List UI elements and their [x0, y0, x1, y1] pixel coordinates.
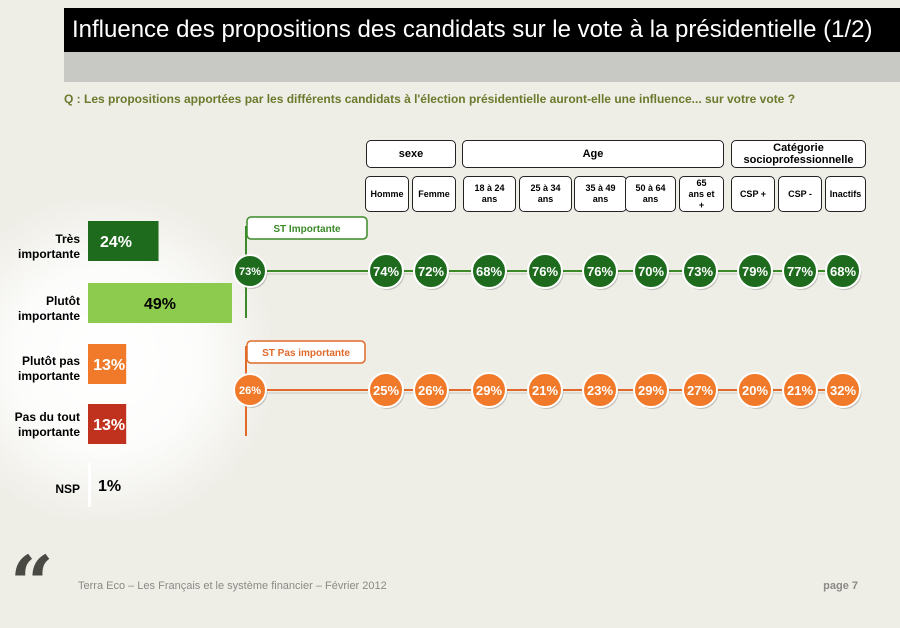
bar-value-label-0: 24% — [100, 234, 132, 251]
point-label-1-3: 29% — [476, 383, 502, 398]
point-1-3 — [471, 372, 507, 408]
subgroup-18-24: 18 à 24 ans — [463, 176, 516, 212]
page-number: page 7 — [823, 580, 858, 592]
point-0-6 — [633, 253, 669, 289]
bar-4 — [88, 463, 91, 507]
st-important-label: ST Importante — [273, 224, 341, 235]
page-title: Influence des propositions des candidats… — [64, 8, 900, 52]
bar-0 — [88, 221, 159, 261]
point-1-2 — [413, 372, 449, 408]
category-label-tres-importante: Très importante — [17, 232, 80, 261]
chart-svg: 24% 49% 13% 13% 1% ST Importante ST Pas import… — [88, 216, 862, 507]
group-header-age: Age — [462, 140, 724, 168]
point-1-1 — [368, 372, 404, 408]
point-label-1-2: 26% — [418, 383, 444, 398]
point-label-0-2: 72% — [418, 264, 444, 279]
point-label-0-10: 68% — [830, 264, 856, 279]
subgroup-50-64: 50 à 64 ans — [625, 176, 676, 212]
point-label-1-0: 26% — [239, 385, 261, 397]
title-shadow-band — [64, 52, 900, 82]
point-1-7 — [682, 372, 718, 408]
subgroup-csp-plus: CSP + — [731, 176, 775, 212]
point-0-2 — [413, 253, 449, 289]
subgroup-csp-minus: CSP - — [778, 176, 822, 212]
bar-value-label-2: 13% — [93, 357, 125, 374]
point-0-7 — [682, 253, 718, 289]
group-header-sexe: sexe — [366, 140, 456, 168]
category-label-plutot-importante: Plutôt importante — [17, 294, 80, 323]
point-label-1-10: 32% — [830, 383, 856, 398]
point-0-10 — [825, 253, 861, 289]
point-1-9 — [782, 372, 818, 408]
point-0-5 — [582, 253, 618, 289]
bar-3 — [88, 404, 127, 444]
point-1-10 — [825, 372, 861, 408]
point-label-0-0: 73% — [239, 266, 261, 278]
point-label-0-5: 76% — [587, 264, 613, 279]
question-text: Q : Les propositions apportées par les d… — [64, 92, 796, 106]
point-0-1 — [368, 253, 404, 289]
point-label-0-6: 70% — [638, 264, 664, 279]
st-not-important-label: ST Pas importante — [262, 348, 350, 359]
subgroup-femme: Femme — [412, 176, 456, 212]
bar-value-label-3: 13% — [93, 417, 125, 434]
point-0-4 — [527, 253, 563, 289]
point-label-0-4: 76% — [532, 264, 558, 279]
point-label-0-8: 79% — [742, 264, 768, 279]
category-label-plutot-pas-importante: Plutôt pas importante — [17, 354, 80, 383]
point-0-9 — [782, 253, 818, 289]
subgroup-homme: Homme — [365, 176, 409, 212]
point-0-8 — [737, 253, 773, 289]
point-1-4 — [527, 372, 563, 408]
point-label-0-3: 68% — [476, 264, 502, 279]
point-label-1-1: 25% — [373, 383, 399, 398]
point-label-0-7: 73% — [687, 264, 713, 279]
point-1-6 — [633, 372, 669, 408]
subgroup-65-plus: 65 ans et + — [679, 176, 724, 212]
point-1-0 — [233, 373, 267, 407]
point-label-0-9: 77% — [787, 264, 813, 279]
quote-mark-logo: “ — [10, 539, 54, 628]
subgroup-inactifs: Inactifs — [825, 176, 866, 212]
bar-value-label-4: 1% — [98, 478, 121, 495]
point-1-5 — [582, 372, 618, 408]
point-0-0 — [233, 254, 267, 288]
category-label-nsp: NSP — [55, 482, 80, 496]
footer-text: Terra Eco – Les Français et le système f… — [78, 580, 387, 592]
category-label-pas-du-tout-importante: Pas du tout importante — [14, 410, 80, 439]
point-label-1-9: 21% — [787, 383, 813, 398]
point-label-1-4: 21% — [532, 383, 558, 398]
bar-value-label-1: 49% — [144, 296, 176, 313]
bar-2 — [88, 344, 127, 384]
point-label-1-7: 27% — [687, 383, 713, 398]
point-label-1-6: 29% — [638, 383, 664, 398]
point-label-1-8: 20% — [742, 383, 768, 398]
point-1-8 — [737, 372, 773, 408]
point-label-0-1: 74% — [373, 264, 399, 279]
subgroup-25-34: 25 à 34 ans — [519, 176, 572, 212]
st-not-important-label-box — [246, 340, 366, 364]
point-label-1-5: 23% — [587, 383, 613, 398]
bar-1 — [88, 283, 232, 323]
group-header-csp: Catégorie socioprofessionnelle — [731, 140, 866, 168]
st-important-label-box — [246, 216, 368, 240]
point-0-3 — [471, 253, 507, 289]
